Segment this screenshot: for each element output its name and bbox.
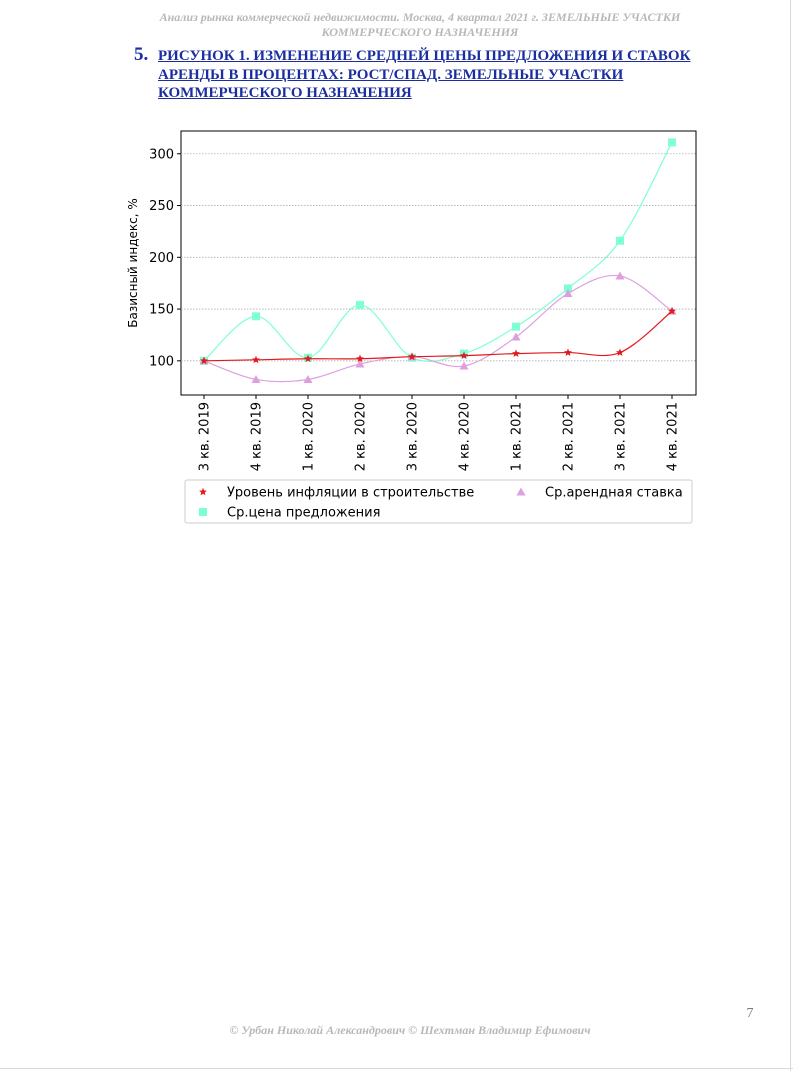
series-1-point-3 (304, 354, 312, 363)
running-header-line-2: КОММЕРЧЕСКОГО НАЗНАЧЕНИЯ (321, 25, 519, 39)
x-tick-label-1: 3 кв. 2019 (198, 402, 213, 471)
legend-label-2: Ср.арендная ставка (545, 486, 683, 501)
section-number: 5. (134, 44, 149, 65)
page-edge-right (790, 0, 791, 1071)
legend-marker-3 (199, 508, 207, 516)
series-1-point-2 (252, 355, 260, 364)
series-1-point-10 (668, 306, 676, 315)
series-3-point-4 (356, 300, 364, 309)
series-2-point-3 (303, 374, 313, 383)
series-1 (200, 306, 676, 365)
legend-marker-2 (516, 487, 526, 496)
series-2-point-6 (459, 361, 469, 370)
y-tick-label-200: 200 (149, 251, 174, 266)
series-2-line (203, 274, 673, 383)
series-3-point-7 (512, 322, 520, 331)
series-3-point-8 (564, 284, 572, 293)
running-header: Анализ рынка коммерческой недвижимости. … (110, 10, 730, 40)
gridlines (181, 153, 696, 362)
series-2-point-8 (563, 289, 573, 298)
series-1-point-8 (564, 348, 572, 356)
legend-marker-1 (199, 487, 207, 496)
legend-frame (184, 479, 693, 524)
series-2-point-7 (511, 332, 521, 341)
series-lines (199, 138, 677, 383)
y-axis-ticks: 100 150 200 250 300 (149, 147, 181, 369)
x-tick-label-9: 3 кв. 2021 (614, 402, 629, 471)
x-tick-label-6: 4 кв. 2020 (458, 402, 473, 471)
series-1-point-9 (616, 348, 624, 356)
series-3-point-9 (616, 236, 624, 245)
series-1-point-1 (200, 356, 208, 365)
running-header-line-1: Анализ рынка коммерческой недвижимости. … (159, 10, 681, 24)
page-number: 7 (746, 1006, 754, 1021)
y-tick-label-100: 100 (149, 354, 174, 369)
legend-entries: Уровень инфляции в строительстве Ср.аренд… (199, 486, 683, 521)
series-1-line (203, 310, 673, 362)
x-tick-label-10: 4 кв. 2021 (666, 402, 681, 471)
series-3-point-2 (252, 312, 260, 321)
series-1-point-6 (460, 351, 468, 360)
x-tick-label-2: 4 кв. 2019 (250, 402, 265, 471)
copyright-footer: © Урбан Николай Александрович © Шехтман … (229, 1023, 591, 1037)
x-tick-label-4: 2 кв. 2020 (354, 402, 369, 471)
y-axis-label: Базисный индекс, % (126, 198, 140, 328)
series-3-line (203, 142, 673, 362)
series-1-point-5 (408, 352, 416, 361)
y-tick-label-250: 250 (149, 199, 174, 214)
series-1-point-7 (512, 349, 520, 357)
x-tick-label-5: 3 кв. 2020 (406, 402, 421, 471)
page-edge-bottom (0, 1068, 793, 1069)
y-tick-label-150: 150 (149, 303, 174, 318)
line-chart: 100 150 200 250 300 3 кв. 2019 4 кв. 2019 1 кв… (126, 130, 697, 524)
x-axis-ticks: 3 кв. 2019 4 кв. 2019 1 кв. 2020 2 кв. 2020… (198, 395, 681, 471)
series-2-point-4 (355, 359, 365, 368)
x-tick-label-3: 1 кв. 2020 (302, 402, 317, 471)
legend-label-3: Ср.цена предложения (227, 506, 380, 521)
series-2-point-9 (615, 271, 625, 280)
y-tick-label-300: 300 (149, 147, 174, 162)
legend-label-1: Уровень инфляции в строительстве (227, 486, 474, 501)
series-2-point-2 (251, 374, 261, 383)
x-tick-label-7: 1 кв. 2021 (510, 402, 525, 471)
series-3-point-10 (668, 138, 676, 147)
legend: Уровень инфляции в строительстве Ср.аренд… (184, 479, 693, 524)
plot-area-frame (180, 130, 697, 396)
figure-title-link[interactable]: РИСУНОК 1. ИЗМЕНЕНИЕ СРЕДНЕЙ ЦЕНЫ ПРЕДЛО… (158, 48, 691, 101)
series-1-point-4 (356, 354, 364, 363)
x-tick-label-8: 2 кв. 2021 (562, 402, 577, 471)
